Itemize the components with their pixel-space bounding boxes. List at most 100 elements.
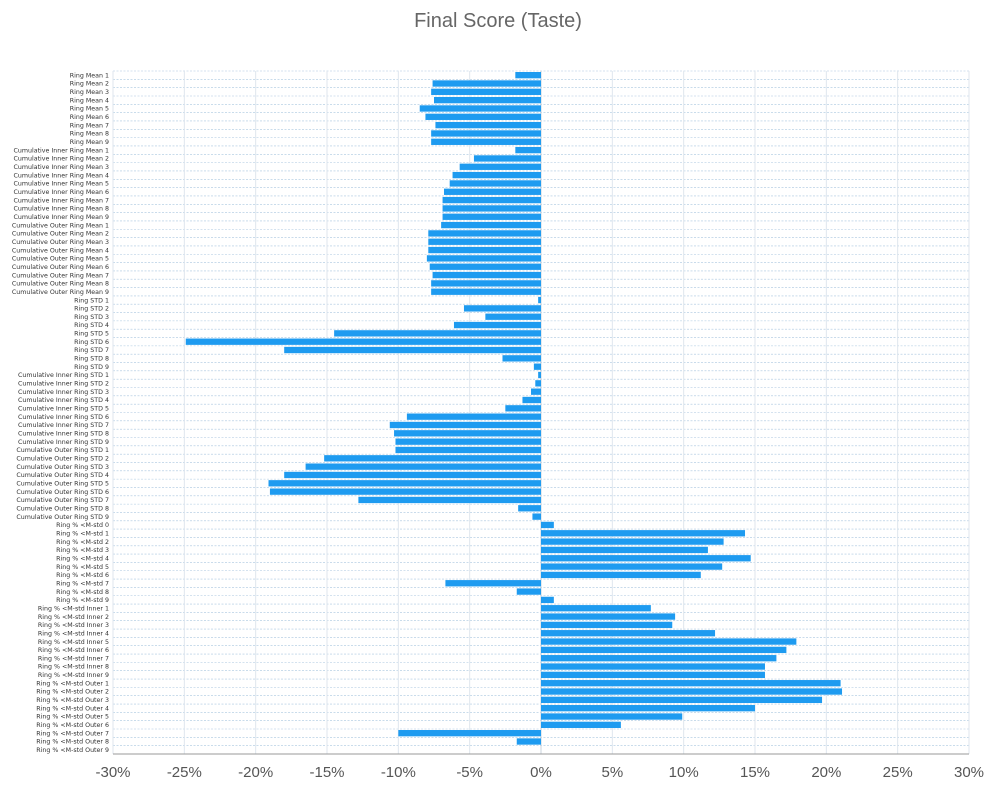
category-label: Ring % <M-std Outer 6 — [36, 722, 109, 729]
bar — [426, 255, 541, 262]
category-label: Cumulative Outer Ring STD 2 — [16, 456, 109, 463]
bar — [541, 605, 651, 612]
category-label: Ring % <M-std Inner 9 — [38, 672, 109, 679]
bar — [541, 630, 716, 637]
category-label: Ring % <M-std Inner 7 — [38, 655, 109, 662]
category-label: Ring Mean 2 — [70, 81, 109, 88]
category-label: Cumulative Inner Ring Mean 4 — [13, 172, 109, 179]
bar — [395, 438, 541, 445]
category-label: Cumulative Outer Ring STD 8 — [16, 505, 109, 512]
bar — [533, 363, 541, 370]
bar — [324, 455, 541, 462]
bar — [535, 380, 541, 387]
bar — [541, 521, 554, 529]
bar — [541, 696, 823, 704]
bar — [432, 80, 541, 87]
bar — [425, 113, 541, 120]
bar — [431, 288, 541, 295]
bar — [428, 246, 541, 254]
category-label: Cumulative Outer Ring Mean 1 — [12, 222, 109, 229]
category-label: Ring Mean 6 — [70, 114, 109, 121]
category-label: Cumulative Outer Ring STD 1 — [16, 447, 109, 454]
chart-title: Final Score (Taste) — [414, 10, 582, 32]
category-label: Cumulative Inner Ring STD 2 — [18, 381, 109, 388]
category-label: Ring STD 9 — [74, 364, 109, 371]
category-label: Ring % <M-std 9 — [56, 597, 109, 604]
bar — [541, 721, 621, 729]
bar — [522, 396, 541, 404]
bar — [442, 196, 541, 204]
x-tick-label: 5% — [601, 764, 623, 781]
category-label: Ring STD 1 — [74, 297, 109, 304]
category-label: Ring STD 4 — [74, 322, 109, 329]
category-label: Ring % <M-std Outer 2 — [36, 689, 109, 696]
bar — [284, 346, 541, 354]
category-label: Cumulative Outer Ring STD 6 — [16, 489, 109, 496]
category-label: Cumulative Outer Ring STD 4 — [16, 472, 109, 479]
bar — [443, 188, 541, 195]
bar — [459, 163, 541, 170]
category-label: Ring Mean 5 — [70, 106, 109, 113]
category-label: Cumulative Outer Ring Mean 4 — [12, 247, 109, 254]
category-label: Ring % <M-std Outer 8 — [36, 739, 109, 746]
bar — [538, 371, 541, 379]
category-label: Ring % <M-std 8 — [56, 589, 109, 596]
bar — [389, 421, 541, 429]
category-label: Ring % <M-std Outer 3 — [36, 697, 109, 704]
category-label: Cumulative Outer Ring Mean 7 — [12, 272, 109, 279]
bar — [541, 596, 554, 604]
bar — [431, 280, 541, 287]
bar — [531, 388, 541, 395]
bar — [541, 705, 755, 712]
category-label: Cumulative Inner Ring STD 6 — [18, 414, 109, 421]
category-label: Cumulative Inner Ring Mean 3 — [13, 164, 109, 171]
bar — [435, 121, 541, 129]
bar — [532, 513, 541, 520]
bar — [394, 430, 541, 437]
bar — [463, 305, 541, 312]
bar — [358, 496, 541, 504]
category-label: Cumulative Inner Ring Mean 9 — [13, 214, 109, 221]
bar — [442, 205, 541, 212]
x-tick-label: -15% — [309, 764, 344, 781]
bar — [516, 588, 541, 595]
bar — [305, 463, 541, 470]
category-label: Ring Mean 8 — [70, 131, 109, 138]
category-label: Cumulative Inner Ring Mean 7 — [13, 197, 109, 204]
bar — [431, 130, 541, 137]
bar — [541, 646, 787, 654]
category-label: Cumulative Inner Ring Mean 6 — [13, 189, 109, 196]
bar — [445, 580, 541, 587]
category-label: Cumulative Inner Ring STD 8 — [18, 431, 109, 438]
category-label: Cumulative Outer Ring Mean 8 — [12, 281, 109, 288]
category-label: Cumulative Outer Ring STD 3 — [16, 464, 109, 471]
category-label: Cumulative Inner Ring STD 7 — [18, 422, 109, 429]
category-label: Cumulative Inner Ring Mean 8 — [13, 206, 109, 213]
bar — [428, 238, 541, 245]
category-label: Ring % <M-std 0 — [56, 522, 109, 529]
bar — [449, 180, 541, 187]
category-label: Ring % <M-std 1 — [56, 530, 109, 537]
x-tick-label: 25% — [883, 764, 913, 781]
bar — [434, 96, 541, 104]
bar — [185, 338, 541, 345]
bar — [515, 71, 541, 79]
x-tick-label: -25% — [167, 764, 202, 781]
category-label: Ring % <M-std 6 — [56, 572, 109, 579]
category-label: Cumulative Inner Ring STD 1 — [18, 372, 109, 379]
bar — [541, 530, 746, 537]
category-label: Ring STD 6 — [74, 339, 109, 346]
bar — [406, 413, 541, 420]
x-tick-label: 15% — [740, 764, 770, 781]
bar — [473, 155, 541, 162]
category-label: Cumulative Outer Ring STD 7 — [16, 497, 109, 504]
bar — [453, 321, 541, 329]
category-label: Ring STD 5 — [74, 331, 109, 338]
bar — [541, 713, 683, 720]
bar — [541, 663, 765, 670]
x-tick-label: 10% — [669, 764, 699, 781]
bar — [432, 271, 541, 279]
bar — [452, 171, 541, 179]
category-label: Cumulative Inner Ring Mean 1 — [13, 147, 109, 154]
